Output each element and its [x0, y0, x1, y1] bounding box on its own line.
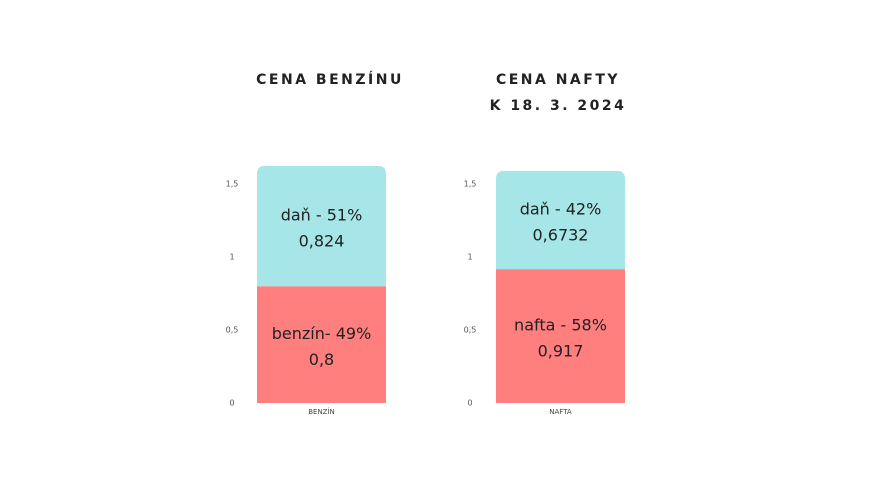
bar-segment	[496, 170, 625, 270]
y-tick-label: 1	[229, 253, 234, 262]
y-tick-label: 1,5	[226, 180, 239, 189]
segment-name: nafta - 58%	[514, 316, 607, 335]
y-tick-label: 0	[229, 399, 234, 408]
x-tick-label: BENZÍN	[308, 407, 335, 416]
segment-value-label: 0,824	[299, 232, 345, 251]
y-tick-label: 0	[467, 399, 472, 408]
segment-name: daň - 42%	[520, 199, 602, 218]
segment-name: daň - 51%	[281, 206, 363, 225]
chart-title: CENA NAFTY	[496, 72, 620, 88]
chart-subtitle: K 18. 3. 2024	[490, 98, 627, 114]
chart-title: CENA BENZÍNU	[256, 71, 404, 88]
segment-name: benzín- 49%	[272, 324, 372, 343]
x-tick-label: NAFTA	[549, 408, 572, 416]
y-tick-label: 1,5	[464, 180, 477, 189]
segment-value-label: 0,6732	[533, 225, 589, 244]
segment-value-label: 0,917	[538, 342, 584, 361]
bar-segment	[257, 165, 386, 287]
segment-value-label: 0,8	[309, 350, 334, 369]
bar-segment	[496, 269, 625, 403]
y-tick-label: 0,5	[464, 326, 477, 335]
y-tick-label: 0,5	[226, 326, 239, 335]
y-tick-label: 1	[467, 253, 472, 262]
bar-segment	[257, 286, 386, 403]
